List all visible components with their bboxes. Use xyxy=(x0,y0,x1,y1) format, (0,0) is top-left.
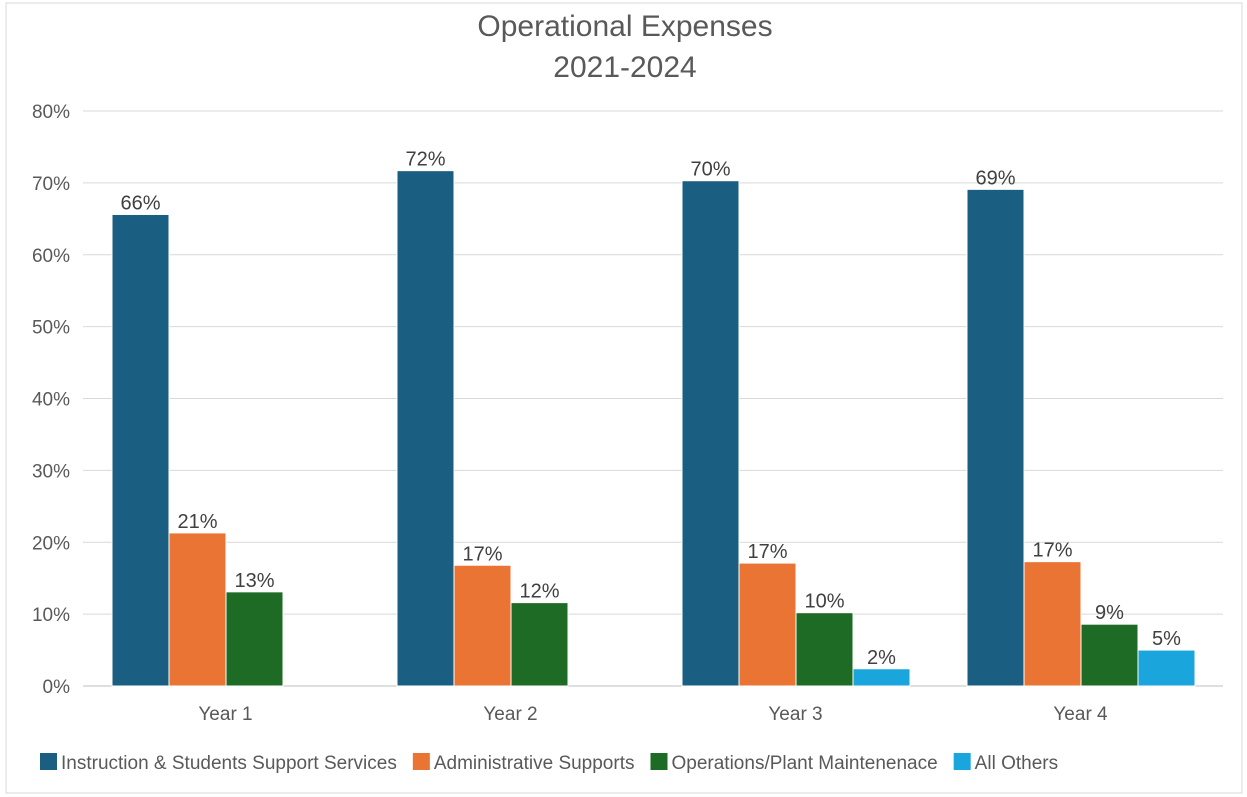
chart-title: Operational Expenses xyxy=(477,10,772,43)
data-label: 72% xyxy=(405,149,445,171)
data-label: 17% xyxy=(462,543,502,565)
data-label: 66% xyxy=(120,193,160,215)
legend-swatch xyxy=(953,753,971,770)
data-label: 17% xyxy=(1032,540,1072,562)
y-tick-label: 10% xyxy=(32,605,70,626)
bar xyxy=(1080,623,1139,687)
bar xyxy=(111,214,170,687)
x-tick-label: Year 3 xyxy=(768,704,822,725)
data-label: 17% xyxy=(747,541,787,563)
bar xyxy=(681,180,740,687)
bar xyxy=(738,562,797,687)
legend-label: Instruction & Students Support Services xyxy=(61,753,397,774)
y-tick-label: 30% xyxy=(32,461,70,482)
legend-item: Administrative Supports xyxy=(412,753,635,774)
data-label: 9% xyxy=(1095,602,1124,624)
bar xyxy=(396,170,455,687)
data-label: 21% xyxy=(177,511,217,533)
data-labels: 66% 21% 13% 72% 17% 12% 70% 17% 10% 2% 69% 17% 9% 5% xyxy=(120,149,1181,669)
chart-subtitle: 2021-2024 xyxy=(553,51,696,84)
y-tick-label: 0% xyxy=(43,677,71,698)
bar xyxy=(795,612,854,687)
legend-item: All Others xyxy=(953,753,1058,774)
y-tick-label: 70% xyxy=(32,174,70,195)
bar xyxy=(225,591,284,687)
legend-label: All Others xyxy=(975,753,1058,774)
bar xyxy=(966,188,1025,687)
data-label: 13% xyxy=(234,570,274,592)
y-tick-label: 40% xyxy=(32,390,70,411)
x-tick-label: Year 4 xyxy=(1053,704,1108,725)
data-label: 5% xyxy=(1152,628,1181,650)
legend-item: Operations/Plant Maintenenace xyxy=(650,753,938,774)
y-tick-label: 60% xyxy=(32,246,70,267)
legend-swatch xyxy=(412,753,430,770)
legend: Instruction & Students Support Services A… xyxy=(40,753,1058,774)
bar xyxy=(510,602,569,687)
x-axis-tick-labels: Year 1 Year 2 Year 3 Year 4 xyxy=(198,704,1108,725)
x-tick-label: Year 2 xyxy=(483,704,537,725)
legend-swatch xyxy=(40,753,57,770)
bar xyxy=(168,532,227,687)
legend-swatch xyxy=(650,753,668,770)
y-tick-label: 20% xyxy=(32,533,70,554)
y-tick-label: 50% xyxy=(32,318,70,339)
bar xyxy=(453,564,512,687)
data-label: 69% xyxy=(975,167,1015,189)
data-label: 12% xyxy=(519,581,559,603)
y-axis-tick-labels: 0% 10% 20% 30% 40% 50% 60% 70% 80% xyxy=(32,102,70,698)
bar xyxy=(852,668,911,687)
bar xyxy=(1023,561,1082,687)
legend-label: Administrative Supports xyxy=(434,753,635,774)
bars xyxy=(111,170,1196,687)
data-label: 70% xyxy=(690,159,730,181)
data-label: 2% xyxy=(867,647,896,669)
y-tick-label: 80% xyxy=(32,102,70,123)
bar xyxy=(1137,649,1196,687)
x-tick-label: Year 1 xyxy=(198,704,252,725)
data-label: 10% xyxy=(804,591,844,613)
legend-item: Instruction & Students Support Services xyxy=(40,753,397,774)
legend-label: Operations/Plant Maintenenace xyxy=(672,753,938,774)
